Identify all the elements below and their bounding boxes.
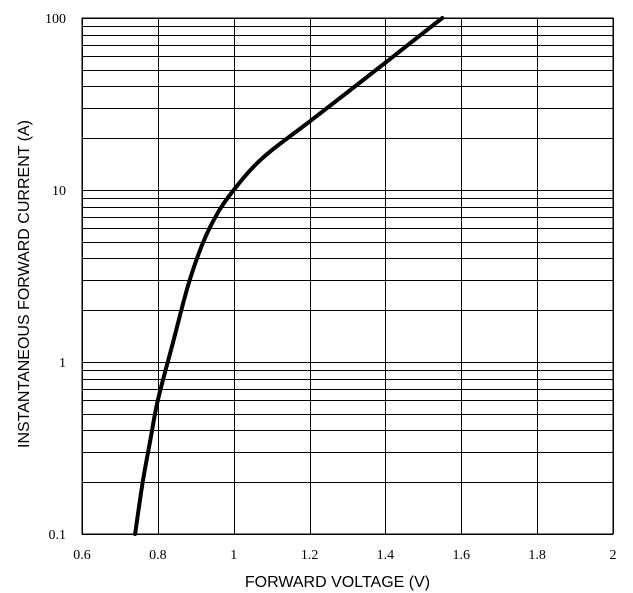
x-axis-ticks: 0.6 0.8 1 1.2 1.4 1.6 1.8 2 bbox=[73, 548, 616, 563]
plot-frame bbox=[81, 17, 614, 535]
x-tick-label: 0.6 bbox=[73, 548, 91, 563]
y-tick-label: 100 bbox=[45, 12, 66, 27]
grid bbox=[82, 26, 613, 483]
x-tick-label: 1.4 bbox=[377, 548, 395, 563]
x-tick-label: 0.8 bbox=[149, 548, 167, 563]
x-tick-label: 1.8 bbox=[528, 548, 546, 563]
x-tick-label: 1 bbox=[230, 548, 237, 563]
series-line bbox=[133, 16, 445, 536]
y-tick-label: 0.1 bbox=[49, 528, 67, 543]
x-tick-label: 2 bbox=[610, 548, 617, 563]
y-axis-title: INSTANTANEOUS FORWARD CURRENT (A) bbox=[16, 120, 33, 448]
x-tick-label: 1.6 bbox=[453, 548, 471, 563]
y-tick-label: 1 bbox=[59, 356, 66, 371]
x-tick-label: 1.2 bbox=[301, 548, 319, 563]
grid-major bbox=[82, 18, 614, 535]
y-axis-ticks: 0.1 1 10 100 bbox=[45, 12, 66, 543]
y-tick-label: 10 bbox=[52, 184, 66, 199]
x-axis-title: FORWARD VOLTAGE (V) bbox=[245, 574, 430, 591]
